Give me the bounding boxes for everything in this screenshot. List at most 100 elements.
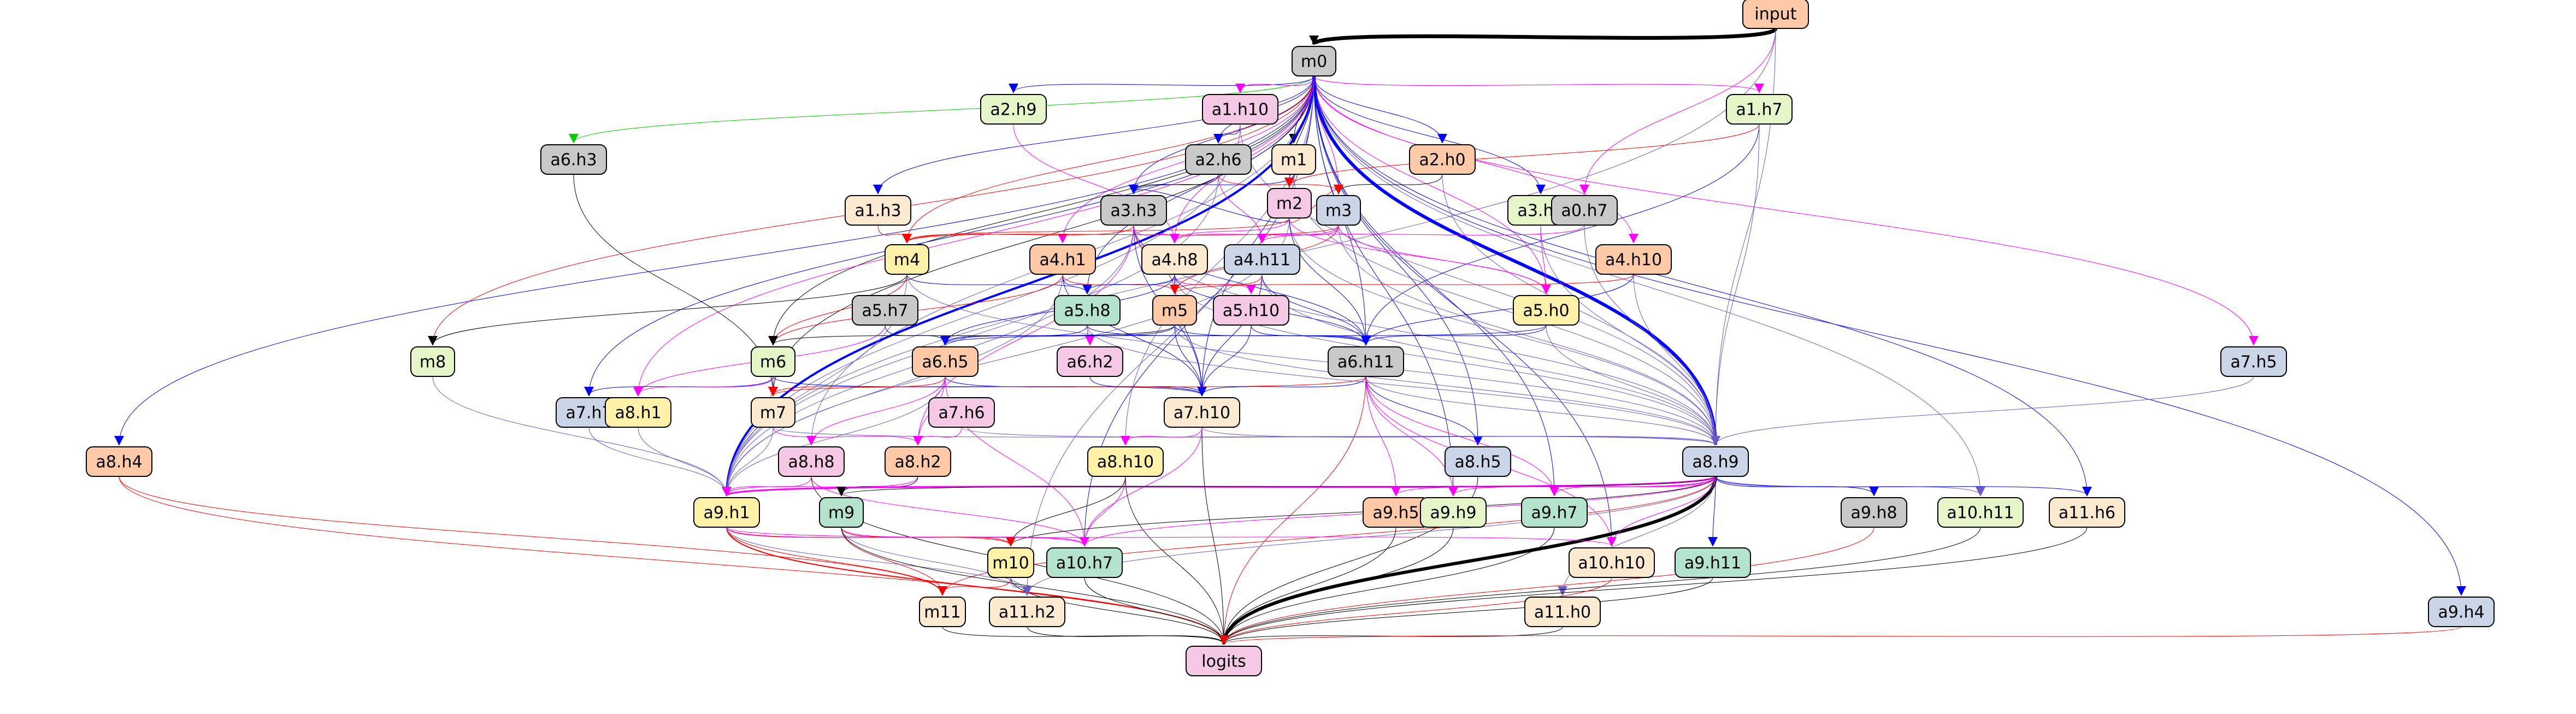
node-a9.h11[interactable]: a9.h11 [1675,547,1751,578]
edge-m0-to-a9.h7 [1313,75,1559,497]
node-a2.h0[interactable]: a2.h0 [1409,144,1476,175]
node-a11.h0[interactable]: a11.h0 [1524,597,1601,627]
edge-m9-to-m10 [841,527,1016,547]
edge-m0-to-a8.h1 [633,75,1314,397]
node-m3[interactable]: m3 [1316,195,1361,226]
node-box [1100,195,1167,226]
node-a6.h5[interactable]: a6.h5 [912,346,978,377]
edge-a5.h10-to-a7.h10 [1197,324,1252,397]
node-label: logits [1201,652,1246,671]
edge-m7-to-a8.h2 [773,427,923,446]
node-a8.h1[interactable]: a8.h1 [605,397,671,428]
node-a5.h10[interactable]: a5.h10 [1213,295,1289,326]
edge-m9-to-m11 [841,527,947,596]
node-m2[interactable]: m2 [1267,188,1312,219]
node-label: a6.h2 [1066,353,1113,372]
node-a9.h4[interactable]: a9.h4 [2428,597,2495,627]
node-a8.h10[interactable]: a8.h10 [1087,446,1164,477]
node-a0.h7[interactable]: a0.h7 [1551,195,1618,226]
node-a7.h10[interactable]: a7.h10 [1164,397,1240,428]
node-box [1202,94,1278,125]
node-a5.h0[interactable]: a5.h0 [1513,295,1579,326]
node-a6.h2[interactable]: a6.h2 [1057,346,1123,377]
edge-m3-to-m4 [902,225,1339,244]
node-a1.h3[interactable]: a1.h3 [845,195,911,226]
node-a8.h8[interactable]: a8.h8 [778,446,845,477]
edge-m0-to-a5.h8 [1082,75,1314,294]
node-a3.h3[interactable]: a3.h3 [1100,195,1167,226]
edge-m0-to-a10.h10 [1313,75,1617,547]
node-label: a4.h10 [1605,251,1662,270]
edge-a6.h11-to-a9.h9 [1365,376,1458,497]
node-a8.h2[interactable]: a8.h2 [885,446,951,477]
node-box [885,446,951,477]
node-a8.h4[interactable]: a8.h4 [86,446,152,477]
edge-m5-to-a7.h10 [1174,324,1207,397]
edge-a6.h11-to-a7.h10 [1197,376,1366,397]
edge-m0-to-a3.h0 [1313,75,1546,194]
node-a10.h7[interactable]: a10.h7 [1046,547,1123,578]
edge-a11.h6-to-logits [1219,527,2088,645]
node-a11.h2[interactable]: a11.h2 [989,597,1065,627]
node-a9.h8[interactable]: a9.h8 [1841,497,1907,528]
node-box [1186,646,1262,676]
node-a9.h1[interactable]: a9.h1 [693,497,760,528]
node-box [693,497,760,528]
node-box [1682,446,1749,477]
node-m5[interactable]: m5 [1152,295,1197,326]
node-a9.h7[interactable]: a9.h7 [1521,497,1588,528]
node-a4.h11[interactable]: a4.h11 [1224,244,1300,275]
node-a9.h5[interactable]: a9.h5 [1363,497,1429,528]
node-a8.h5[interactable]: a8.h5 [1445,446,1511,477]
edges-layer [114,27,2466,645]
node-a4.h1[interactable]: a4.h1 [1029,244,1096,275]
edge-m4-to-a5.h8 [906,274,1092,294]
node-a7.h5[interactable]: a7.h5 [2220,346,2287,377]
node-label: a9.h1 [703,504,750,523]
node-a9.h9[interactable]: a9.h9 [1420,497,1487,528]
node-a2.h9[interactable]: a2.h9 [980,94,1047,125]
node-a1.h10[interactable]: a1.h10 [1202,94,1278,125]
edge-a6.h11-to-logits [1219,376,1366,645]
node-a5.h8[interactable]: a5.h8 [1054,295,1121,326]
node-m1[interactable]: m1 [1271,144,1316,175]
node-input[interactable]: input [1742,0,1809,29]
node-box [1937,497,2024,528]
node-a8.h9[interactable]: a8.h9 [1682,446,1749,477]
node-m0[interactable]: m0 [1292,46,1336,76]
node-a4.h10[interactable]: a4.h10 [1595,244,1672,275]
node-a1.h7[interactable]: a1.h7 [1726,94,1793,125]
node-m10[interactable]: m10 [987,547,1034,578]
edge-m0-to-a8.h9 [1312,75,1720,446]
node-a6.h11[interactable]: a6.h11 [1328,346,1404,377]
node-label: m4 [894,251,920,270]
node-box [1595,244,1672,275]
edge-a4.h8-to-a5.h8 [1082,274,1175,294]
node-a4.h8[interactable]: a4.h8 [1141,244,1208,275]
edge-a8.h9-to-a11.h6 [1715,476,2092,497]
node-logits[interactable]: logits [1186,646,1262,676]
node-box [751,346,795,377]
node-label: a9.h5 [1372,504,1419,523]
edge-a8.h9-to-a9.h11 [1708,476,1718,547]
edge-a7.h10-to-a8.h9 [1201,427,1720,446]
node-a10.h11[interactable]: a10.h11 [1937,497,2024,528]
edge-m0-to-m7 [768,75,1314,397]
node-a6.h3[interactable]: a6.h3 [540,144,607,175]
node-a7.h6[interactable]: a7.h6 [928,397,995,428]
edge-a6.h3-to-m7 [573,174,778,397]
node-m11[interactable]: m11 [919,597,966,627]
edge-a7.h10-to-logits [1201,427,1229,645]
node-a2.h6[interactable]: a2.h6 [1185,144,1252,175]
node-m9[interactable]: m9 [819,497,864,528]
node-a10.h10[interactable]: a10.h10 [1569,547,1655,578]
node-m8[interactable]: m8 [410,346,455,377]
node-label: m1 [1281,151,1307,170]
node-m6[interactable]: m6 [751,346,795,377]
node-m4[interactable]: m4 [885,244,929,275]
node-m7[interactable]: m7 [751,397,795,428]
node-a11.h6[interactable]: a11.h6 [2049,497,2125,528]
node-a5.h7[interactable]: a5.h7 [852,295,918,326]
edge-m0-to-a11.h6 [1313,75,2092,497]
edge-m0-to-a8.h4 [114,75,1314,446]
